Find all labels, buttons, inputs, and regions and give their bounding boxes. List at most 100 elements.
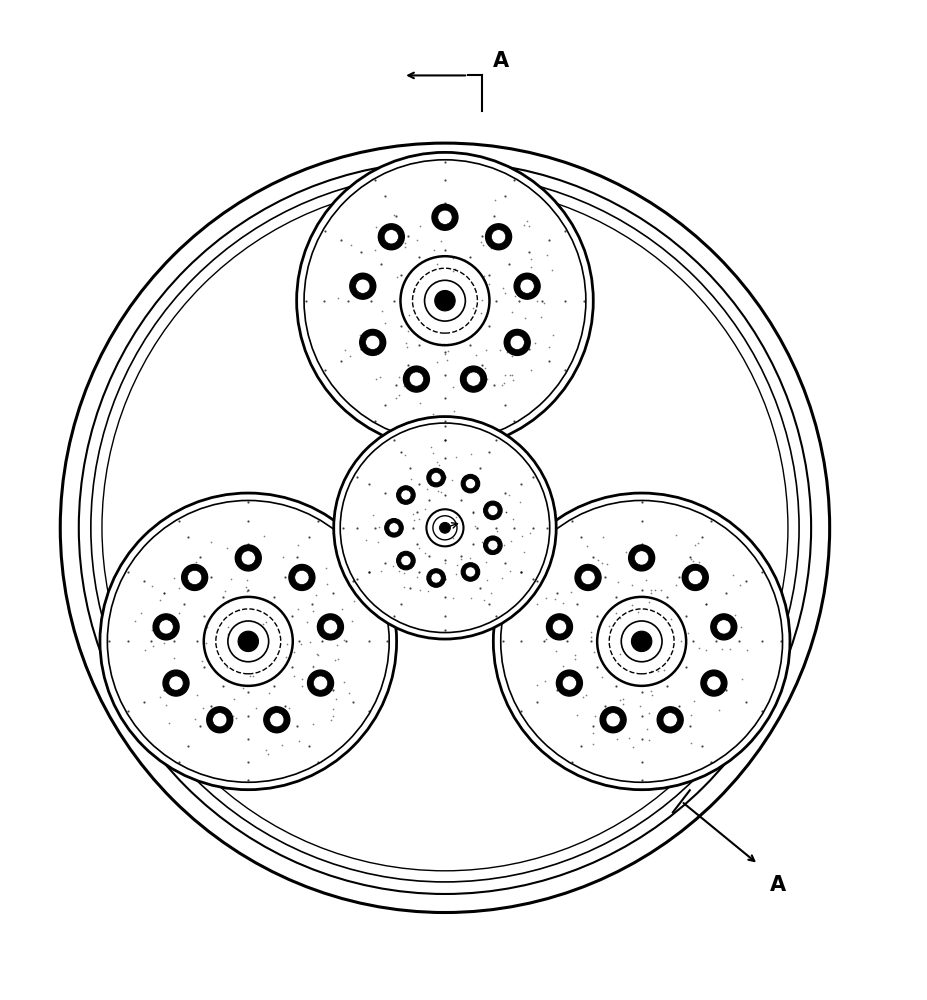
Point	[524, 259, 539, 275]
Circle shape	[169, 676, 184, 690]
Point	[153, 689, 168, 705]
Point	[366, 334, 381, 350]
Circle shape	[547, 614, 573, 640]
Point	[232, 602, 247, 618]
Point	[527, 335, 542, 351]
Point	[424, 283, 438, 299]
Point	[579, 538, 594, 554]
Point	[426, 242, 441, 258]
Point	[622, 730, 637, 746]
Point	[221, 626, 235, 642]
Point	[198, 635, 213, 651]
Point	[329, 691, 344, 707]
Point	[407, 283, 422, 299]
Point	[128, 613, 143, 629]
Point	[517, 217, 532, 233]
Point	[483, 240, 498, 256]
Point	[369, 219, 384, 235]
Point	[487, 237, 502, 253]
Point	[372, 519, 387, 535]
Point	[476, 500, 491, 516]
Point	[440, 343, 455, 359]
Point	[397, 565, 412, 581]
Point	[613, 692, 628, 708]
Circle shape	[465, 567, 476, 577]
Point	[245, 636, 260, 652]
Point	[445, 590, 460, 606]
Point	[229, 710, 244, 726]
Circle shape	[706, 676, 721, 690]
Point	[619, 544, 634, 560]
Point	[429, 568, 444, 584]
Point	[282, 700, 297, 716]
Point	[683, 551, 698, 567]
Point	[688, 563, 703, 579]
Circle shape	[334, 417, 556, 639]
Point	[166, 650, 181, 666]
Point	[557, 623, 572, 639]
Circle shape	[313, 676, 327, 690]
Point	[299, 614, 314, 630]
Circle shape	[289, 564, 315, 590]
Point	[656, 662, 671, 678]
Point	[427, 274, 442, 290]
Point	[398, 235, 413, 251]
Point	[641, 732, 656, 748]
Point	[520, 213, 535, 229]
Point	[440, 352, 455, 368]
Point	[425, 445, 440, 461]
Point	[428, 282, 443, 298]
Point	[429, 354, 444, 370]
Point	[479, 342, 494, 358]
Point	[429, 578, 444, 594]
Point	[406, 506, 421, 522]
Point	[663, 724, 678, 740]
Point	[683, 573, 698, 589]
Point	[623, 621, 638, 637]
Point	[450, 557, 464, 573]
Point	[369, 371, 384, 387]
Point	[600, 556, 615, 572]
Point	[343, 237, 358, 253]
Point	[522, 525, 537, 541]
Point	[398, 447, 413, 463]
Point	[611, 574, 626, 590]
Point	[402, 307, 417, 323]
Point	[479, 371, 494, 387]
Point	[315, 672, 330, 688]
Point	[159, 697, 173, 713]
Point	[238, 579, 253, 595]
Point	[453, 551, 468, 567]
Point	[505, 372, 520, 388]
Point	[596, 529, 611, 545]
Point	[616, 696, 631, 712]
Point	[540, 247, 554, 263]
Point	[145, 578, 159, 594]
Point	[275, 549, 290, 565]
Point	[537, 295, 552, 311]
Point	[246, 668, 260, 684]
Circle shape	[629, 545, 654, 571]
Circle shape	[400, 555, 411, 566]
Circle shape	[488, 540, 498, 550]
Point	[568, 647, 583, 663]
Point	[476, 237, 490, 253]
Point	[434, 484, 449, 500]
Point	[171, 605, 186, 621]
Point	[586, 736, 601, 752]
Point	[400, 323, 415, 339]
Point	[166, 570, 181, 586]
Point	[389, 226, 404, 242]
Point	[377, 315, 392, 331]
Point	[490, 542, 505, 558]
Circle shape	[385, 519, 403, 537]
Point	[686, 553, 701, 569]
Point	[157, 635, 171, 651]
Point	[641, 705, 656, 721]
Point	[643, 585, 658, 601]
Point	[305, 716, 320, 732]
Point	[464, 590, 478, 606]
Point	[479, 554, 494, 570]
Point	[337, 674, 351, 690]
Circle shape	[688, 570, 703, 585]
